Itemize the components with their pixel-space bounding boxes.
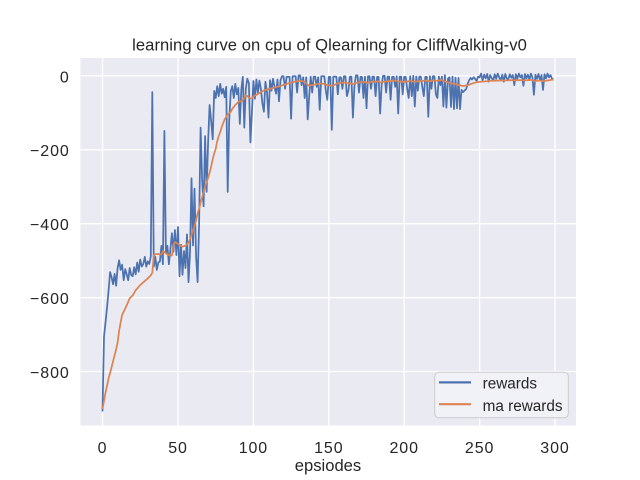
svg-text:−800: −800 (30, 365, 70, 382)
svg-text:0: 0 (60, 69, 70, 86)
svg-text:−600: −600 (30, 291, 70, 308)
svg-text:150: 150 (314, 440, 343, 457)
svg-text:−400: −400 (30, 217, 70, 234)
svg-text:ma rewards: ma rewards (483, 398, 563, 415)
svg-text:100: 100 (239, 440, 268, 457)
svg-text:learning curve on cpu of Qlear: learning curve on cpu of Qlearning for C… (132, 35, 527, 54)
svg-text:rewards: rewards (483, 376, 538, 393)
svg-text:50: 50 (168, 440, 188, 457)
svg-text:200: 200 (389, 440, 418, 457)
svg-text:300: 300 (540, 440, 569, 457)
svg-text:epsiodes: epsiodes (295, 456, 361, 475)
svg-text:−200: −200 (30, 143, 70, 160)
svg-text:0: 0 (98, 440, 108, 457)
svg-text:250: 250 (465, 440, 494, 457)
